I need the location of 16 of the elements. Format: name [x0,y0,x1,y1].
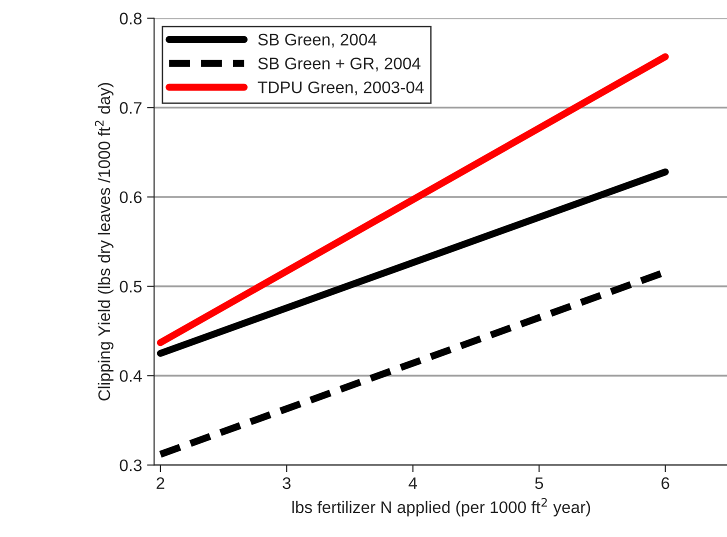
y-tick-label: 0.5 [120,280,142,293]
legend-label: SB Green, 2004 [258,34,376,48]
x-tick-label: 4 [408,477,418,489]
y-tick-label: 0.4 [120,370,142,382]
x-tick-label: 5 [535,477,544,490]
y-tick-label: 0.8 [120,12,142,24]
y-tick-label: 0.6 [120,191,142,204]
y-tick-label: 0.3 [120,459,142,472]
y-axis-title: Clipping Yield (lbs dry leaves /1000 ft$^{2}$ day) [94,83,114,400]
y-tick-label: 0.7 [120,102,142,114]
x-tick-label: 2 [156,477,164,489]
legend-label: SB Green + GR, 2004 [258,58,420,72]
x-tick-label: 3 [282,477,291,490]
x-axis-title: lbs fertilizer N applied (per 1000 ft$^{2}$ year) [292,498,590,516]
legend-label: TDPU Green, 2003-04 [258,81,424,96]
x-tick-label: 6 [662,477,670,490]
